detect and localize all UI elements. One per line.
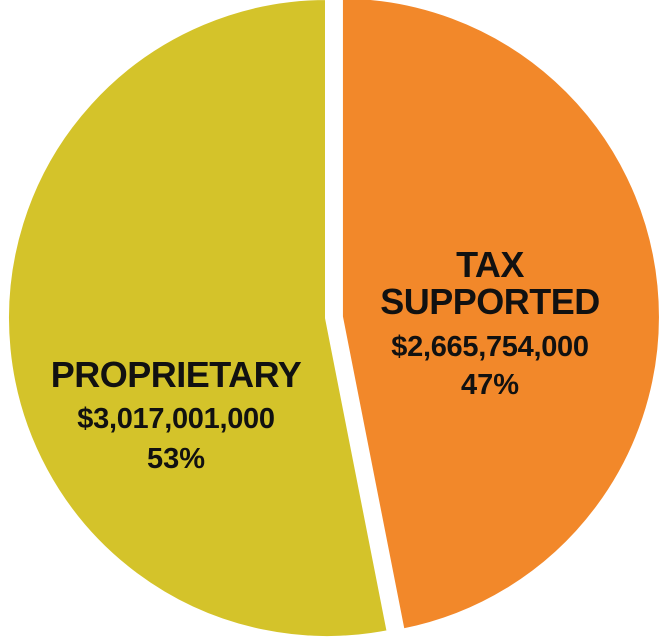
tax-supported-name-line-2: SUPPORTED [380, 281, 600, 322]
pie-slice-proprietary [5, 0, 392, 638]
proprietary-percent-label: 53% [147, 443, 205, 475]
pie-slice-tax-supported [338, 0, 660, 633]
slice-label-proprietary: PROPRIETARY $3,017,001,000 53% [51, 354, 303, 475]
tax-supported-value-label: $2,665,754,000 [391, 331, 588, 363]
tax-supported-percent-label: 47% [461, 369, 519, 401]
proprietary-name-line-1: PROPRIETARY [51, 354, 302, 395]
proprietary-value-label: $3,017,001,000 [77, 403, 274, 435]
tax-supported-name-line-1: TAX [456, 244, 524, 285]
slice-label-tax-supported: TAX SUPPORTED $2,665,754,000 47% [380, 244, 600, 401]
